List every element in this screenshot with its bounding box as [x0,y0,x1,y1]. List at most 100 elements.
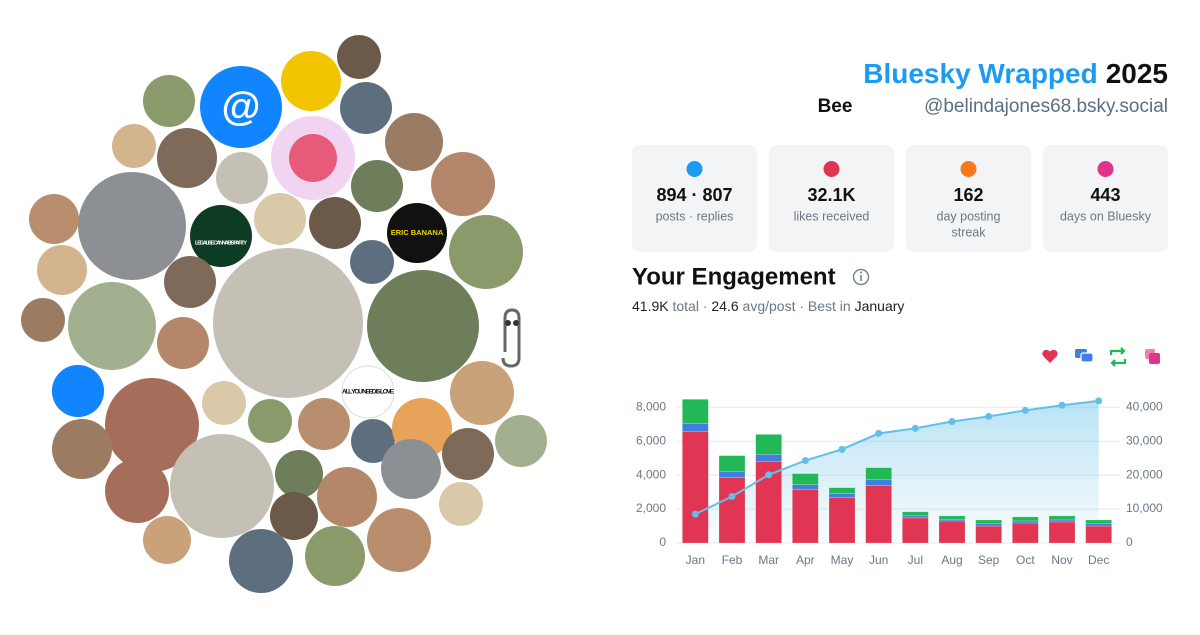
avatar[interactable] [337,35,381,79]
avatar[interactable] [170,434,274,538]
avatar[interactable] [298,398,350,450]
bar-segment [975,523,1002,527]
stat-label: likes received [794,209,870,223]
avatar[interactable] [450,361,514,425]
avatar[interactable] [495,415,547,467]
paperclip-eye [513,320,519,326]
avatar[interactable] [143,516,191,564]
cumulative-point [691,510,699,518]
bar-segment [975,525,1002,544]
y-tick-label: 4,000 [636,467,666,481]
avatar[interactable] [68,282,156,370]
avatar[interactable] [190,205,252,267]
stat-label: day posting [937,209,1001,223]
avatar[interactable] [248,399,292,443]
avatar[interactable] [164,256,216,308]
avatar[interactable] [317,467,377,527]
avatar[interactable] [21,298,65,342]
avatar[interactable] [431,152,495,216]
bar-segment [828,497,856,544]
avatar[interactable] [449,215,523,289]
bar-segment [975,519,1002,524]
stat-value: 894 · 807 [656,185,732,205]
avatar[interactable] [202,381,246,425]
stat-label: streak [951,225,986,239]
avatar[interactable] [385,113,443,171]
avatar[interactable] [350,240,394,284]
likes-toggle[interactable] [1042,349,1058,363]
avatar[interactable] [281,51,341,111]
info-icon[interactable] [852,268,870,286]
bar-segment [682,398,709,424]
title-year: 2025 [1106,58,1168,89]
bar-segment [1085,519,1112,524]
paperclip-icon [501,308,521,368]
bar-segment [682,431,709,544]
avatar-text: LEGALISE CANNABIS PARTY [195,240,247,246]
avatar[interactable] [143,75,195,127]
section-title: Your Engagement [632,263,836,290]
avatar[interactable] [442,428,494,480]
bar-segment [755,454,782,462]
bar-segment [792,484,819,491]
handle: @belindajones68.bsky.social [924,96,1168,117]
avatar[interactable] [351,160,403,212]
at-icon: @ [221,85,260,129]
bar-segment [902,517,929,544]
avatar[interactable] [52,365,104,417]
bar-segment [1012,522,1039,544]
avatar[interactable] [254,193,306,245]
avatar[interactable] [105,378,199,472]
avatar[interactable] [341,365,395,419]
avatar[interactable] [367,270,479,382]
bar-segment [938,520,966,544]
bar-segment [1048,521,1076,544]
avatar[interactable] [367,508,431,572]
avatar[interactable] [309,197,361,249]
info-icon-dot [860,271,862,274]
bar-segment [1048,519,1076,523]
title: Bluesky Wrapped 2025 [863,58,1168,89]
quotes-toggle[interactable] [1145,349,1160,364]
avatar[interactable] [387,203,447,263]
bar-segment [1085,523,1112,527]
avatar[interactable] [78,172,186,280]
y2-tick-label: 30,000 [1126,433,1163,447]
x-tick-label: Nov [1051,553,1072,567]
stat-card [906,145,1031,252]
bar-segment [828,493,856,498]
bar-segment [902,511,929,517]
avatar[interactable] [112,124,156,168]
avatar[interactable] [216,152,268,204]
avatar[interactable] [381,439,441,499]
reposts-toggle[interactable] [1109,347,1127,367]
replies-toggle[interactable] [1075,349,1094,363]
avatar[interactable] [270,492,318,540]
avatar[interactable] [229,529,293,593]
avatar[interactable] [305,526,365,586]
bar-segment [792,473,819,485]
avatar[interactable] [157,128,217,188]
y2-tick-label: 40,000 [1126,399,1163,413]
avatar[interactable] [29,194,79,244]
avatar[interactable] [37,245,87,295]
avatar[interactable] [105,459,169,523]
stat-card [1043,145,1168,252]
bar-segment [682,423,709,432]
avatar[interactable] [439,482,483,526]
cumulative-point [875,429,883,437]
avatar[interactable] [275,450,323,498]
cumulative-point [728,493,736,501]
stat-icon [1097,161,1114,177]
x-tick-label: May [831,553,854,567]
avatar[interactable] [52,419,112,479]
title-main: Bluesky Wrapped [863,58,1097,89]
avatar[interactable] [351,419,395,463]
avatar[interactable] [340,82,392,134]
stat-icon [823,161,840,177]
avatar[interactable] [200,66,282,148]
summary: 41.9K total · 24.6 avg/post · Best in Ja… [632,298,904,314]
avatar[interactable] [213,248,363,398]
avatar[interactable] [157,317,209,369]
repost-arrow [1110,359,1127,367]
